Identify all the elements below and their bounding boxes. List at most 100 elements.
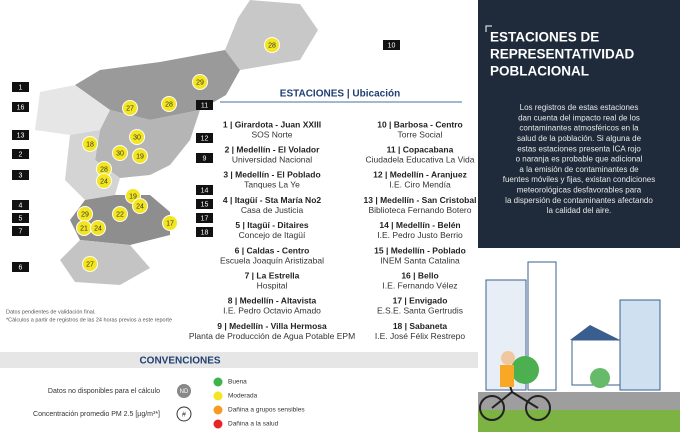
station-site: I.E. Pedro Justo Berrio — [377, 230, 463, 240]
panel-text: contaminantes atmosféricos en la — [519, 124, 639, 133]
level-label: Dañina a grupos sensibles — [228, 407, 305, 414]
pm-marker — [161, 96, 177, 112]
avg-symbol-text: # — [182, 411, 186, 418]
pm-marker — [82, 136, 98, 152]
station-title: 13 | Medellín - San Cristobal — [364, 195, 477, 205]
station-title: 4 | Itagüí - Sta María No2 — [223, 195, 322, 205]
cyclist-head — [501, 351, 515, 365]
wheel — [525, 395, 551, 421]
station-site: Planta de Producción de Agua Potable EPM — [189, 331, 355, 341]
panel-text: salud de la población. Si alguna de — [517, 134, 642, 143]
level-swatch — [213, 391, 223, 401]
pm-marker-label: 24 — [94, 225, 102, 232]
note: *Cálculos a partir de registros de las 2… — [6, 317, 172, 323]
station-box-label: 12 — [201, 135, 209, 142]
station-site: Casa de Justicia — [241, 205, 304, 215]
station-box-label: 16 — [17, 104, 25, 111]
station-box — [12, 102, 29, 112]
station-box — [12, 200, 29, 210]
pm-marker-label: 22 — [116, 211, 124, 218]
station-box-label: 6 — [19, 264, 23, 271]
pm-marker — [96, 173, 112, 189]
pm-marker-label: 21 — [80, 225, 88, 232]
conventions-band — [0, 352, 478, 368]
map-region — [35, 85, 110, 135]
station-title: 18 | Sabaneta — [393, 321, 448, 331]
pm-marker — [112, 206, 128, 222]
panel-text: la calidad del aire. — [547, 206, 611, 215]
station-box — [12, 226, 29, 236]
station-site: Torre Social — [398, 129, 443, 139]
stations-header: ESTACIONES | Ubicación — [280, 89, 400, 100]
conventions-title: CONVENCIONES — [139, 356, 220, 367]
station-site: Escuela Joaquín Aristizabal — [220, 255, 324, 265]
pm-marker — [112, 145, 128, 161]
level-label: Dañina a la salud — [228, 421, 279, 428]
wheel — [479, 395, 505, 421]
station-title: 12 | Medellín - Aranjuez — [373, 170, 467, 180]
station-title: 5 | Itagüí - Ditaires — [235, 220, 309, 230]
station-box-label: 4 — [19, 202, 23, 209]
station-box — [196, 133, 213, 143]
station-box — [196, 185, 213, 195]
station-box-label: 9 — [203, 155, 207, 162]
station-site: I.E. Fernando Vélez — [382, 280, 457, 290]
station-box-label: 15 — [201, 201, 209, 208]
station-box-label: 18 — [201, 229, 209, 236]
station-box-label: 10 — [388, 42, 396, 49]
station-site: SOS Norte — [251, 129, 292, 139]
panel-title: ESTACIONES DE — [490, 30, 599, 45]
pm-marker-label: 28 — [100, 166, 108, 173]
station-title: 10 | Barbosa - Centro — [377, 119, 463, 129]
station-site: INEM Santa Catalina — [380, 255, 460, 265]
pm-marker-label: 19 — [136, 153, 144, 160]
station-site: Biblioteca Fernando Botero — [368, 205, 471, 215]
panel-text: la dispersión de contaminantes afectando — [505, 196, 653, 205]
pm-marker-label: 28 — [268, 42, 276, 49]
panel-text: o naranja es probable que adicional — [516, 155, 643, 164]
station-site: Concejo de Itagüí — [239, 230, 306, 240]
station-title: 6 | Caldas - Centro — [235, 245, 310, 255]
pm-marker — [132, 198, 148, 214]
station-box-label: 13 — [17, 132, 25, 139]
road — [478, 392, 680, 410]
avg-label: Concentración promedio PM 2.5 [µg/m³*] — [33, 411, 160, 418]
grass — [478, 410, 680, 432]
station-box — [12, 149, 29, 159]
panel-text: a la emisión de contaminantes de — [519, 165, 639, 174]
illustration — [478, 248, 680, 432]
station-box — [12, 262, 29, 272]
level-swatch — [213, 405, 223, 415]
station-box-label: 2 — [19, 151, 23, 158]
station-site: I.E. Ciro Mendía — [389, 180, 451, 190]
station-title: 9 | Medellín - Villa Hermosa — [217, 321, 327, 331]
pm-marker — [90, 220, 106, 236]
pm-marker — [162, 215, 178, 231]
pm-marker-label: 17 — [166, 220, 174, 227]
cyclist-body — [500, 365, 514, 387]
pm-marker — [132, 148, 148, 164]
panel-text: dan cuenta del impacto real de los — [518, 113, 640, 122]
level-label: Moderada — [228, 393, 258, 400]
station-site: Ciudadela Educativa La Vida — [365, 154, 474, 164]
pm-marker — [122, 100, 138, 116]
pm-marker — [192, 74, 208, 90]
station-title: 15 | Medellín - Poblado — [374, 245, 466, 255]
pm-marker-label: 29 — [81, 211, 89, 218]
pm-marker-label: 24 — [100, 178, 108, 185]
tree — [590, 368, 610, 388]
pm-marker-label: 30 — [116, 150, 124, 157]
station-box — [196, 199, 213, 209]
pm-marker-label: 27 — [126, 105, 134, 112]
pm-marker — [129, 129, 145, 145]
station-box — [196, 100, 213, 110]
level-label: Buena — [228, 379, 247, 386]
station-title: 3 | Medellín - El Poblado — [223, 170, 320, 180]
station-title: 14 | Medellín - Belén — [379, 220, 460, 230]
station-title: 1 | Girardota - Juan XXIII — [223, 119, 321, 129]
pm-marker-label: 19 — [129, 193, 137, 200]
station-box — [12, 130, 29, 140]
station-title: 7 | La Estrella — [245, 270, 300, 280]
station-box — [196, 213, 213, 223]
